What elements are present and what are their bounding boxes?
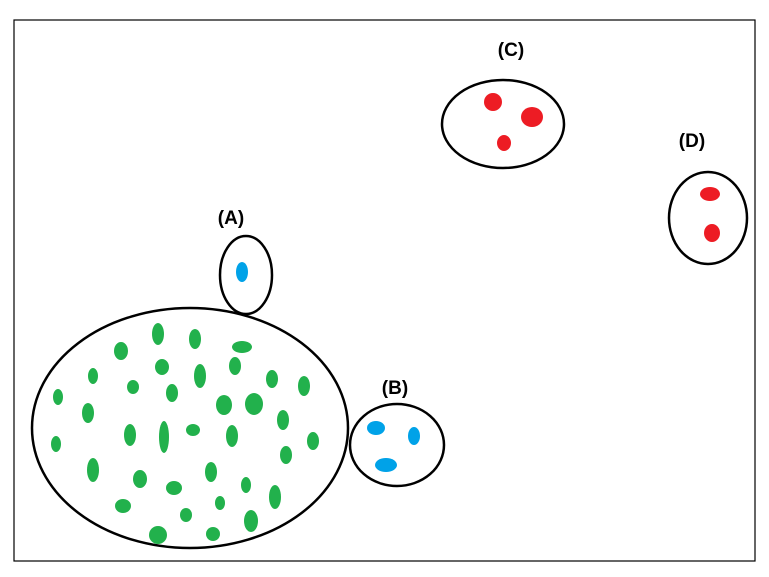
cluster-c-dot: [484, 93, 502, 111]
green-dot: [266, 370, 278, 388]
green-dot: [280, 446, 292, 464]
green-dot: [245, 393, 263, 415]
green-dot: [215, 496, 225, 510]
cluster-a-dot: [236, 262, 248, 282]
cluster-a-outline: [218, 234, 274, 316]
green-dot: [180, 508, 192, 522]
cluster-large-green-outline: [30, 306, 350, 550]
green-dot: [194, 364, 206, 388]
cluster-c-outline: [440, 78, 566, 170]
green-dot: [244, 510, 258, 532]
green-dot: [159, 421, 169, 453]
green-dot: [133, 470, 147, 488]
label-c: (C): [498, 40, 524, 61]
green-dots: [51, 323, 319, 544]
cluster-c-dot: [497, 135, 511, 151]
label-d: (D): [679, 131, 705, 152]
green-dot: [229, 357, 241, 375]
green-dot: [277, 410, 289, 430]
green-dot: [216, 395, 232, 415]
cluster-b-dot: [367, 421, 385, 435]
green-dot: [87, 458, 99, 482]
green-dot: [82, 403, 94, 423]
green-dot: [205, 462, 217, 482]
cluster-b-dot: [408, 427, 420, 445]
green-dot: [166, 481, 182, 495]
green-dot: [269, 485, 281, 509]
cluster-c: (C): [440, 40, 566, 170]
green-dot: [124, 424, 136, 446]
cluster-b-outline: [348, 402, 446, 488]
green-dot: [189, 329, 201, 349]
cluster-a: (A): [218, 208, 274, 316]
cluster-b-dot: [375, 458, 397, 472]
green-dot: [226, 425, 238, 447]
cluster-c-dot: [521, 107, 543, 127]
label-b: (B): [382, 378, 408, 399]
green-dot: [206, 527, 220, 541]
green-dot: [298, 376, 310, 396]
green-dot: [127, 380, 139, 394]
cluster-d-outline: [667, 170, 749, 266]
green-dot: [53, 389, 63, 405]
green-dot: [166, 384, 178, 402]
green-dot: [155, 359, 169, 375]
green-dot: [241, 477, 251, 493]
green-dot: [152, 323, 164, 345]
cluster-d-dot: [700, 187, 720, 201]
frame-border: [13, 19, 756, 562]
green-dot: [88, 368, 98, 384]
green-dot: [232, 341, 252, 353]
green-dot: [149, 526, 167, 544]
cluster-b: (B): [348, 378, 446, 488]
green-dot: [307, 432, 319, 450]
cluster-d-dot: [704, 224, 720, 242]
label-a: (A): [218, 208, 244, 229]
green-dot: [115, 499, 131, 513]
green-dot: [51, 436, 61, 452]
green-dot: [114, 342, 128, 360]
cluster-large-green: [30, 306, 350, 550]
green-dot: [186, 424, 200, 436]
cluster-d: (D): [667, 131, 749, 266]
